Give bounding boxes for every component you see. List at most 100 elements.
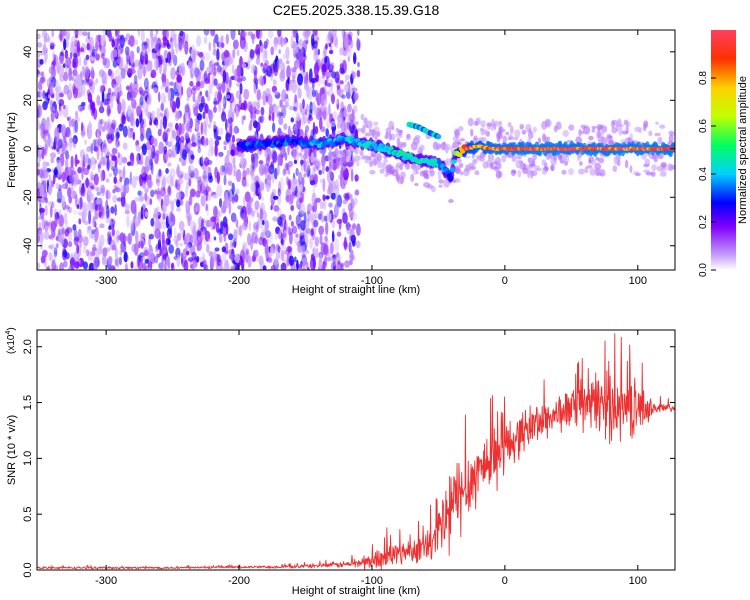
noise-speck bbox=[159, 118, 163, 132]
haze-speck bbox=[607, 135, 613, 139]
noise-speck bbox=[280, 68, 285, 79]
noise-speck bbox=[277, 245, 281, 253]
noise-speck bbox=[169, 168, 176, 179]
haze-speck bbox=[512, 137, 519, 141]
noise-speck bbox=[100, 100, 103, 113]
noise-speck bbox=[245, 250, 250, 258]
noise-speck bbox=[55, 243, 59, 249]
noise-speck bbox=[339, 176, 343, 188]
noise-speck bbox=[308, 86, 314, 92]
noise-speck bbox=[246, 167, 250, 175]
noise-speck bbox=[99, 223, 105, 229]
noise-speck bbox=[121, 100, 127, 113]
noise-speck bbox=[170, 67, 176, 80]
noise-speck bbox=[115, 138, 120, 148]
noise-speck bbox=[225, 118, 228, 131]
noise-speck bbox=[111, 155, 117, 161]
noise-speck bbox=[229, 57, 234, 64]
noise-speck bbox=[353, 56, 357, 62]
colorbar: 0.0 0.2 0.4 0.6 0.8 Normalized spectral ampl… bbox=[698, 30, 749, 277]
noise-speck bbox=[228, 249, 234, 255]
x-tick-label: -100 bbox=[361, 575, 383, 587]
noise-speck bbox=[169, 81, 175, 86]
noise-speck bbox=[78, 197, 83, 211]
noise-speck bbox=[264, 219, 269, 231]
noise-speck bbox=[282, 232, 287, 238]
noise-speck bbox=[212, 205, 219, 218]
haze-speck bbox=[564, 154, 570, 164]
noise-speck bbox=[189, 67, 195, 78]
noise-speck bbox=[60, 124, 66, 136]
noise-speck bbox=[328, 49, 334, 55]
haze-speck bbox=[463, 168, 470, 177]
noise-speck bbox=[61, 171, 66, 183]
noise-speck bbox=[82, 154, 86, 168]
noise-speck bbox=[212, 121, 217, 130]
noise-speck bbox=[151, 48, 158, 54]
noise-speck bbox=[179, 135, 185, 144]
noise-speck bbox=[73, 177, 78, 187]
noise-speck bbox=[258, 163, 265, 176]
noise-speck bbox=[53, 208, 58, 215]
noise-speck bbox=[277, 192, 282, 206]
noise-speck bbox=[105, 190, 111, 200]
noise-speck bbox=[196, 242, 202, 251]
noise-speck bbox=[205, 219, 212, 228]
noise-speck bbox=[44, 54, 47, 65]
noise-speck bbox=[319, 201, 324, 210]
noise-speck bbox=[197, 230, 202, 237]
noise-speck bbox=[205, 194, 212, 201]
haze-speck bbox=[334, 157, 342, 162]
noise-speck bbox=[247, 31, 253, 36]
noise-speck bbox=[323, 243, 329, 256]
noise-speck bbox=[301, 176, 305, 187]
noise-speck bbox=[155, 178, 160, 184]
noise-speck bbox=[186, 250, 190, 256]
noise-speck bbox=[124, 203, 130, 212]
haze-speck bbox=[480, 120, 486, 128]
noise-speck bbox=[53, 140, 57, 150]
haze-speck bbox=[467, 117, 474, 127]
noise-speck bbox=[189, 80, 194, 87]
noise-speck bbox=[107, 87, 112, 95]
noise-speck bbox=[61, 227, 65, 235]
noise-speck bbox=[37, 52, 41, 59]
noise-speck bbox=[124, 262, 128, 270]
noise-speck bbox=[347, 56, 350, 62]
noise-speck bbox=[207, 238, 213, 243]
noise-speck bbox=[64, 252, 70, 260]
noise-speck bbox=[273, 167, 278, 180]
noise-speck bbox=[124, 210, 130, 215]
noise-speck bbox=[260, 196, 264, 201]
ridge-point bbox=[451, 159, 457, 165]
noise-speck bbox=[39, 76, 46, 83]
noise-speck bbox=[334, 192, 338, 204]
noise-speck bbox=[277, 216, 283, 226]
noise-speck bbox=[231, 242, 236, 247]
figure-title: C2E5.2025.338.15.39.G18 bbox=[273, 2, 440, 18]
noise-speck bbox=[281, 104, 287, 119]
haze-speck bbox=[508, 134, 513, 140]
noise-speck bbox=[37, 161, 40, 168]
noise-speck bbox=[183, 259, 189, 270]
noise-speck bbox=[47, 137, 53, 149]
noise-speck bbox=[272, 171, 275, 184]
noise-speck bbox=[261, 115, 265, 123]
noise-speck bbox=[117, 235, 124, 241]
haze-speck bbox=[624, 159, 629, 169]
noise-speck bbox=[154, 228, 161, 240]
noise-speck bbox=[226, 149, 231, 157]
haze-speck bbox=[388, 120, 395, 130]
noise-speck bbox=[82, 236, 89, 247]
noise-speck bbox=[116, 86, 119, 93]
noise-speck bbox=[140, 214, 144, 221]
noise-speck bbox=[44, 204, 48, 216]
haze-speck bbox=[448, 199, 454, 203]
noise-speck bbox=[41, 197, 44, 204]
noise-speck bbox=[325, 91, 329, 96]
noise-speck bbox=[293, 256, 297, 263]
noise-speck bbox=[174, 109, 180, 122]
haze-speck bbox=[525, 123, 532, 133]
noise-speck bbox=[225, 259, 229, 269]
noise-speck bbox=[108, 31, 113, 42]
